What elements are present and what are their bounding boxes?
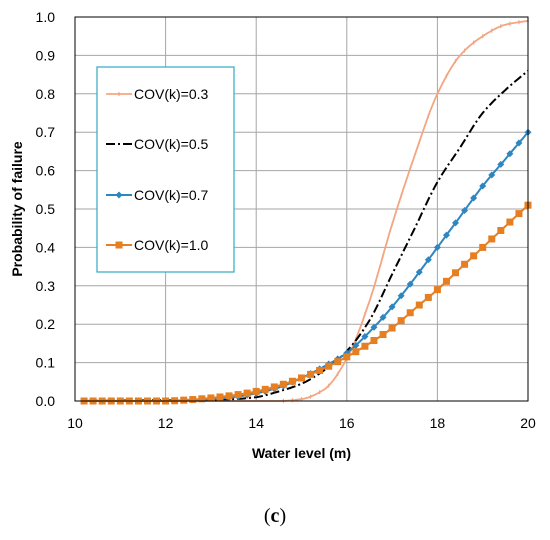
series-layer — [80, 18, 532, 405]
marker-square-18 — [243, 389, 251, 397]
y-tick-label-3: 0.3 — [36, 278, 56, 294]
marker-square-16 — [225, 392, 233, 400]
y-tick-label-9: 0.9 — [36, 47, 56, 63]
y-tick-label-1: 0.1 — [36, 355, 56, 371]
y-tick-label-2: 0.2 — [36, 316, 56, 332]
marker-square-42 — [461, 260, 469, 268]
marker-square-13 — [198, 395, 206, 403]
y-tick-label-0: 0.0 — [36, 393, 56, 409]
marker-diamond-29 — [488, 171, 496, 179]
legend-box — [96, 66, 235, 273]
x-tick-label-2: 14 — [248, 415, 264, 431]
marker-square-17 — [234, 391, 242, 399]
marker-square-27 — [325, 362, 333, 370]
marker-square-35 — [397, 317, 405, 325]
legend-label-cov05: COV(k)=0.5 — [134, 136, 209, 152]
caption-open: ( — [263, 505, 271, 527]
legend-label-cov03: COV(k)=0.3 — [134, 86, 209, 102]
x-tick-label-3: 16 — [339, 415, 355, 431]
y-tick-labels: 0.0 0.1 0.2 0.3 0.4 0.5 0.6 0.7 0.8 0.9 1.0 — [36, 9, 56, 409]
x-tick-label-5: 20 — [520, 415, 536, 431]
marker-diamond-25 — [452, 219, 460, 227]
marker-square-41 — [452, 269, 460, 277]
caption-close: ) — [279, 505, 287, 527]
marker-square-31 — [361, 342, 369, 350]
x-tick-labels: 10 12 14 16 18 20 — [67, 415, 536, 431]
marker-square-15 — [216, 393, 224, 401]
marker-diamond-16 — [370, 323, 378, 331]
x-tick-label-0: 10 — [67, 415, 83, 431]
y-tick-label-5: 0.5 — [36, 201, 56, 217]
legend-label-cov10: COV(k)=1.0 — [134, 237, 209, 253]
marker-diamond-30 — [497, 160, 505, 168]
marker-diamond-17 — [379, 313, 387, 321]
marker-square-23 — [288, 377, 296, 385]
plot-frame — [74, 16, 529, 402]
marker-square-46 — [497, 227, 505, 235]
marker-square-26 — [316, 366, 324, 374]
marker-square-20 — [261, 385, 269, 393]
marker-square-43 — [470, 252, 478, 260]
marker-square-38 — [424, 293, 432, 301]
probability-of-failure-chart: 10 12 14 16 18 20 0.0 0.1 0.2 0.3 0.4 0.5 0.6 0.7 0.8… — [9, 9, 536, 461]
marker-diamond-32 — [515, 139, 523, 147]
marker-square-24 — [298, 374, 305, 382]
marker-square-32 — [370, 337, 378, 345]
marker-diamond-15 — [361, 332, 369, 340]
x-tick-label-1: 12 — [158, 415, 174, 431]
y-tick-label-7: 0.7 — [36, 124, 56, 140]
marker-square-12 — [189, 396, 197, 404]
y-tick-label-4: 0.4 — [36, 239, 56, 255]
marker-square-25 — [307, 370, 315, 378]
figure-caption: (c) — [0, 505, 550, 528]
marker-square-29 — [343, 353, 351, 361]
x-axis-title: Water level (m) — [252, 445, 351, 461]
marker-diamond-19 — [397, 292, 405, 300]
marker-diamond-24 — [442, 231, 450, 239]
marker-diamond-26 — [461, 206, 469, 214]
marker-square-45 — [488, 235, 496, 243]
marker-diamond-22 — [424, 256, 432, 264]
legend-marker-cov10 — [115, 241, 123, 249]
marker-square-40 — [442, 277, 450, 285]
marker-square-39 — [433, 286, 441, 294]
marker-square-14 — [207, 394, 215, 402]
y-tick-label-6: 0.6 — [36, 163, 56, 179]
legend-label-cov07: COV(k)=0.7 — [134, 187, 209, 203]
marker-diamond-14 — [352, 341, 360, 349]
marker-square-48 — [515, 210, 523, 218]
marker-diamond-27 — [470, 194, 478, 202]
y-tick-label-10: 1.0 — [36, 9, 56, 25]
marker-diamond-23 — [433, 243, 441, 251]
caption-letter: c — [270, 505, 280, 527]
marker-diamond-31 — [506, 150, 514, 158]
marker-square-11 — [180, 396, 188, 404]
y-tick-label-8: 0.8 — [36, 86, 56, 102]
marker-square-37 — [415, 301, 423, 309]
marker-square-22 — [279, 380, 287, 388]
y-axis-title: Probability of failure — [9, 141, 25, 277]
legend: COV(k)=0.3 COV(k)=0.5 COV(k)=0.7 COV(k)=1.0 — [96, 66, 235, 273]
marker-square-36 — [406, 309, 414, 317]
marker-square-33 — [379, 331, 387, 339]
marker-square-19 — [252, 387, 260, 395]
marker-square-28 — [334, 358, 342, 366]
marker-square-30 — [352, 348, 360, 356]
marker-diamond-20 — [406, 280, 414, 288]
marker-square-44 — [479, 243, 487, 251]
marker-diamond-21 — [415, 268, 423, 276]
marker-diamond-18 — [388, 303, 396, 311]
x-tick-label-4: 18 — [430, 415, 446, 431]
marker-square-21 — [270, 383, 278, 391]
marker-diamond-28 — [479, 182, 487, 190]
legend-marker-cov07 — [115, 191, 123, 199]
marker-square-47 — [506, 218, 514, 226]
marker-square-34 — [388, 324, 396, 332]
